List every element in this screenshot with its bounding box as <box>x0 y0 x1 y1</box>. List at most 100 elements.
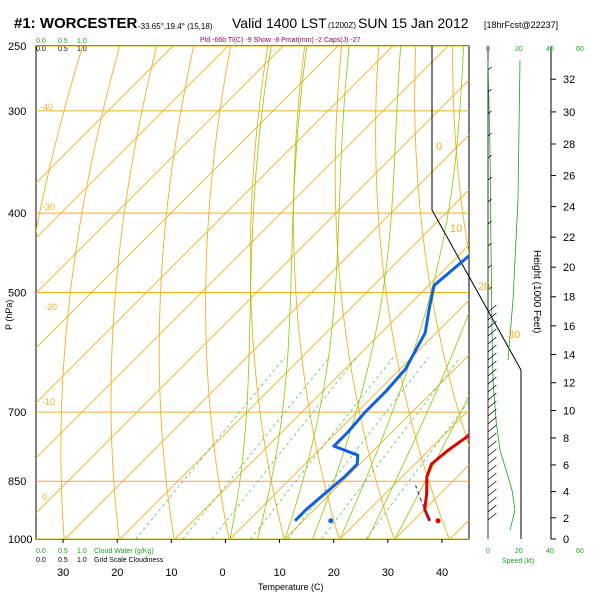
cw-prefix-2: 1.0 <box>77 548 87 555</box>
sounding-series <box>293 253 469 522</box>
wind-barb <box>487 360 497 369</box>
isotherm--60 <box>36 46 394 404</box>
wind-barb <box>487 456 497 465</box>
p-tick-label-850: 850 <box>8 476 26 488</box>
wind-speed-profile-2 <box>507 59 521 361</box>
mixing-ratio-label-5: 5 <box>258 543 262 550</box>
wind-barbs <box>487 66 497 521</box>
gsc-prefix-1: 0.5 <box>58 557 68 564</box>
dry-adiabat-313 <box>375 46 450 539</box>
wind-barb <box>487 432 497 441</box>
dry-adiabat-243 <box>60 46 121 539</box>
surface-dewpoint-marker <box>328 518 334 524</box>
mixing-ratio-label-8: 8 <box>300 543 304 550</box>
mixing-ratio-3 <box>211 357 358 539</box>
dry-adiabat-label-right-30: 30 <box>508 329 520 341</box>
speed-tick-0: 0 <box>486 548 490 555</box>
wind-barb <box>487 344 497 353</box>
cloud-scale-top-2: 1.0 <box>77 38 87 45</box>
x-tick-label--10: 10 <box>165 567 177 579</box>
height-tick-label-32: 32 <box>563 74 575 86</box>
background-grid: 1 2 3 5 8 12 20-40-30-20-100 <box>36 46 469 550</box>
speed-tick-60: 60 <box>576 548 584 555</box>
wind-barb <box>487 440 497 449</box>
mixing-ratio-20 <box>365 400 469 539</box>
dry-adiabat-label--40: -40 <box>40 102 53 112</box>
p-tick-label-250: 250 <box>8 41 26 53</box>
speed-tick-top-20: 20 <box>515 46 523 53</box>
dry-adiabat-label-right-0: 0 <box>436 141 442 153</box>
cw-prefix-0: 0.0 <box>36 548 46 555</box>
wind-barb <box>487 286 492 291</box>
wind-barb <box>487 384 497 393</box>
wind-barb <box>487 480 497 489</box>
x-tick-label-20: 20 <box>328 567 340 579</box>
dry-adiabat-263 <box>158 46 195 539</box>
isotherm-20 <box>339 409 469 539</box>
moist-adiabat-0 <box>229 46 272 539</box>
wind-barb <box>487 464 497 473</box>
mixing-ratio-label-12: 12 <box>336 543 344 550</box>
wind-barb <box>487 400 497 409</box>
dry-adiabat-233 <box>36 46 84 234</box>
height-tick-label-8: 8 <box>563 433 569 445</box>
isotherm--70 <box>36 46 339 349</box>
dry-adiabat-label--10: -10 <box>42 397 55 407</box>
wind-barb <box>487 424 497 433</box>
wind-barb <box>487 504 497 513</box>
moist-adiabat-15 <box>312 46 402 539</box>
x-tick-label-30: 30 <box>382 567 394 579</box>
dry-adiabat-label-right-20: 20 <box>478 281 490 293</box>
wind-barb <box>487 242 492 247</box>
mixing-ratio-label-2: 2 <box>188 543 192 550</box>
isotherm-0 <box>229 299 469 539</box>
x-axis-ticks: 30 20 10 0 10 20 30 40 <box>57 539 448 579</box>
cloud-water-label: Cloud Water (g/Kg) <box>94 548 154 555</box>
height-tick-label-26: 26 <box>563 171 575 183</box>
wind-barb <box>487 304 497 313</box>
wind-barb <box>487 416 497 425</box>
wind-barb <box>487 328 497 337</box>
dry-adiabat-333 <box>452 46 469 257</box>
x-tick-label-40: 40 <box>436 567 448 579</box>
isotherm--90 <box>36 46 229 239</box>
speed-tick-40: 40 <box>546 548 554 555</box>
forecast-date: SUN 15 Jan 2012 <box>358 15 469 31</box>
isotherm--50 <box>36 46 449 459</box>
mixing-ratio-label-20: 20 <box>375 543 383 550</box>
dry-adiabat-label--20: -20 <box>44 302 57 312</box>
x-tick-label-10: 10 <box>274 567 286 579</box>
wind-barb <box>487 132 492 137</box>
wind-barb <box>487 496 497 505</box>
moist-adiabat-10 <box>284 46 350 539</box>
p-tick-label-400: 400 <box>8 208 26 220</box>
height-tick-label-18: 18 <box>563 292 575 304</box>
wind-speed-profile <box>487 59 516 531</box>
wind-barb <box>487 264 492 269</box>
grid-cloud-label: Grid Scale Cloudiness <box>94 557 164 564</box>
moist-adiabat-20 <box>339 46 465 539</box>
cloud-scale-top-b0: 0.0 <box>36 46 46 53</box>
wind-barb <box>487 488 497 497</box>
wind-barb <box>487 352 497 361</box>
mixing-ratio-8 <box>287 357 429 539</box>
isotherm--30 <box>64 134 469 539</box>
wind-barb <box>487 312 497 321</box>
wind-barb <box>487 110 492 115</box>
moist-adiabat-25 <box>367 312 469 539</box>
p-tick-label-500: 500 <box>8 288 26 300</box>
height-tick-label-22: 22 <box>563 232 575 244</box>
mixing-ratio-label-3: 3 <box>218 543 222 550</box>
cloud-scale-top-1: 0.5 <box>58 38 68 45</box>
mixing-ratio-2 <box>182 357 330 539</box>
height-axis-title: Height (1000 Feet) <box>531 250 542 333</box>
wind-barb <box>487 176 492 181</box>
dry-adiabat-label-0: 0 <box>42 492 47 502</box>
cloud-scale-top-0: 0.0 <box>36 38 46 45</box>
mixing-ratio-12 <box>321 357 461 539</box>
wind-panel-boundary <box>431 46 522 539</box>
mixing-ratio-1 <box>135 357 286 539</box>
wind-barb <box>487 154 492 159</box>
height-tick-label-6: 6 <box>563 460 569 472</box>
